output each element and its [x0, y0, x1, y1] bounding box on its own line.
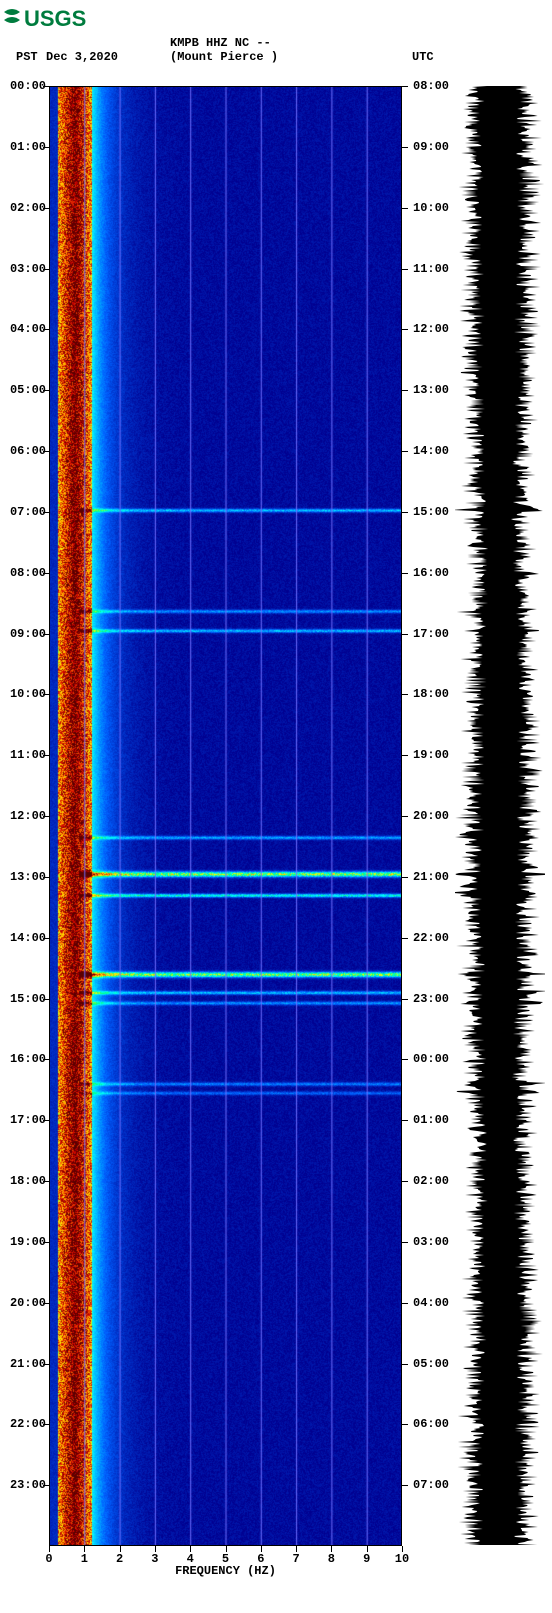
right-tick-label: 22:00 [413, 931, 449, 945]
waveform-trace [455, 86, 545, 1545]
right-tick [402, 1485, 408, 1486]
left-tick-label: 22:00 [10, 1417, 46, 1431]
usgs-logo-svg: USGS [2, 4, 98, 32]
left-tick-label: 10:00 [10, 687, 46, 701]
left-tick-label: 05:00 [10, 383, 46, 397]
right-tick [402, 938, 408, 939]
right-tick-label: 10:00 [413, 201, 449, 215]
left-tick-label: 04:00 [10, 322, 46, 336]
left-tick-label: 06:00 [10, 444, 46, 458]
right-tick-label: 05:00 [413, 1357, 449, 1371]
right-tick-label: 17:00 [413, 627, 449, 641]
right-tick [402, 573, 408, 574]
left-tick-label: 13:00 [10, 870, 46, 884]
right-tick-label: 04:00 [413, 1296, 449, 1310]
right-tick [402, 147, 408, 148]
left-tick-label: 17:00 [10, 1113, 46, 1127]
right-tick-label: 00:00 [413, 1052, 449, 1066]
right-tick-label: 06:00 [413, 1417, 449, 1431]
tz-left-label: PST [16, 50, 38, 64]
right-tick [402, 999, 408, 1000]
left-tick-label: 15:00 [10, 992, 46, 1006]
right-tick [402, 512, 408, 513]
right-tick-label: 14:00 [413, 444, 449, 458]
x-axis-label: FREQUENCY (HZ) [49, 1564, 402, 1578]
left-tick-label: 20:00 [10, 1296, 46, 1310]
spectrogram [49, 86, 402, 1546]
left-tick-label: 00:00 [10, 79, 46, 93]
date-label: Dec 3,2020 [46, 50, 118, 64]
right-tick-label: 13:00 [413, 383, 449, 397]
waveform [455, 86, 545, 1546]
plot-area: 00:00 01:00 02:00 03:00 04:00 05:00 06:00 07:00… [0, 76, 552, 1596]
right-tick [402, 755, 408, 756]
left-tick-label: 18:00 [10, 1174, 46, 1188]
right-tick [402, 1424, 408, 1425]
right-tick-label: 15:00 [413, 505, 449, 519]
left-tick-label: 01:00 [10, 140, 46, 154]
right-tick-label: 23:00 [413, 992, 449, 1006]
left-tick-label: 07:00 [10, 505, 46, 519]
right-tick-label: 21:00 [413, 870, 449, 884]
right-tick [402, 208, 408, 209]
right-tick-label: 18:00 [413, 687, 449, 701]
left-tick-label: 03:00 [10, 262, 46, 276]
waveform-svg [455, 86, 545, 1546]
usgs-logo: USGS [0, 0, 552, 36]
left-tick-label: 19:00 [10, 1235, 46, 1249]
right-tick [402, 1242, 408, 1243]
right-tick [402, 877, 408, 878]
right-tick-label: 20:00 [413, 809, 449, 823]
right-tick-label: 07:00 [413, 1478, 449, 1492]
right-tick [402, 1181, 408, 1182]
right-tick [402, 1364, 408, 1365]
station-line2: (Mount Pierce ) [170, 50, 278, 64]
spectrogram-canvas [49, 86, 402, 1546]
tz-right-label: UTC [412, 50, 434, 64]
right-tick [402, 390, 408, 391]
left-tick-label: 23:00 [10, 1478, 46, 1492]
left-tick-label: 12:00 [10, 809, 46, 823]
right-tick-label: 11:00 [413, 262, 449, 276]
right-tick [402, 86, 408, 87]
right-tick [402, 269, 408, 270]
left-tick-label: 09:00 [10, 627, 46, 641]
right-tick [402, 1303, 408, 1304]
left-tick-label: 08:00 [10, 566, 46, 580]
left-tick-label: 16:00 [10, 1052, 46, 1066]
right-tick-label: 12:00 [413, 322, 449, 336]
right-tick [402, 451, 408, 452]
right-tick-label: 02:00 [413, 1174, 449, 1188]
right-tick-label: 03:00 [413, 1235, 449, 1249]
right-tick [402, 634, 408, 635]
left-tick-label: 14:00 [10, 931, 46, 945]
left-tick-label: 21:00 [10, 1357, 46, 1371]
right-tick-label: 19:00 [413, 748, 449, 762]
station-line1: KMPB HHZ NC -- [170, 36, 271, 50]
left-tick-label: 11:00 [10, 748, 46, 762]
usgs-text: USGS [24, 6, 86, 31]
right-tick [402, 1120, 408, 1121]
right-tick [402, 1059, 408, 1060]
right-tick-label: 16:00 [413, 566, 449, 580]
right-tick [402, 816, 408, 817]
right-tick-label: 08:00 [413, 79, 449, 93]
right-tick-label: 09:00 [413, 140, 449, 154]
left-tick-label: 02:00 [10, 201, 46, 215]
right-tick [402, 694, 408, 695]
plot-header: PST Dec 3,2020 KMPB HHZ NC -- (Mount Pie… [0, 36, 552, 76]
right-tick [402, 329, 408, 330]
right-tick-label: 01:00 [413, 1113, 449, 1127]
